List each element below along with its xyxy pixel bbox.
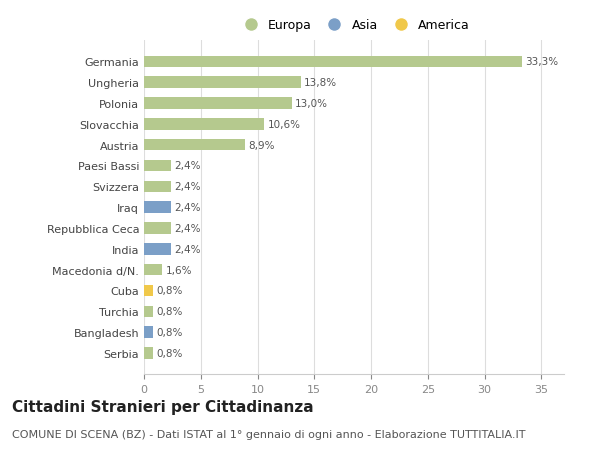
Bar [144,285,153,297]
Bar [144,347,153,359]
Text: 0,8%: 0,8% [157,307,183,317]
Text: 1,6%: 1,6% [166,265,192,275]
Bar [144,56,522,68]
Text: 2,4%: 2,4% [175,244,201,254]
Legend: Europa, Asia, America: Europa, Asia, America [233,14,475,37]
Text: 10,6%: 10,6% [268,119,301,129]
Bar [144,202,171,213]
Text: 0,8%: 0,8% [157,348,183,358]
Text: 33,3%: 33,3% [526,57,559,67]
Text: 8,9%: 8,9% [248,140,275,150]
Bar [144,244,171,255]
Bar [144,306,153,317]
Bar [144,98,292,109]
Text: 2,4%: 2,4% [175,161,201,171]
Bar [144,223,171,234]
Bar [144,119,265,130]
Bar [144,181,171,193]
Bar [144,140,245,151]
Text: 0,8%: 0,8% [157,286,183,296]
Text: COMUNE DI SCENA (BZ) - Dati ISTAT al 1° gennaio di ogni anno - Elaborazione TUTT: COMUNE DI SCENA (BZ) - Dati ISTAT al 1° … [12,429,526,439]
Bar [144,160,171,172]
Bar [144,77,301,89]
Text: 2,4%: 2,4% [175,224,201,234]
Text: Cittadini Stranieri per Cittadinanza: Cittadini Stranieri per Cittadinanza [12,399,314,414]
Text: 0,8%: 0,8% [157,327,183,337]
Bar [144,264,162,276]
Text: 2,4%: 2,4% [175,182,201,192]
Text: 13,0%: 13,0% [295,99,328,109]
Text: 13,8%: 13,8% [304,78,337,88]
Bar [144,327,153,338]
Text: 2,4%: 2,4% [175,203,201,213]
